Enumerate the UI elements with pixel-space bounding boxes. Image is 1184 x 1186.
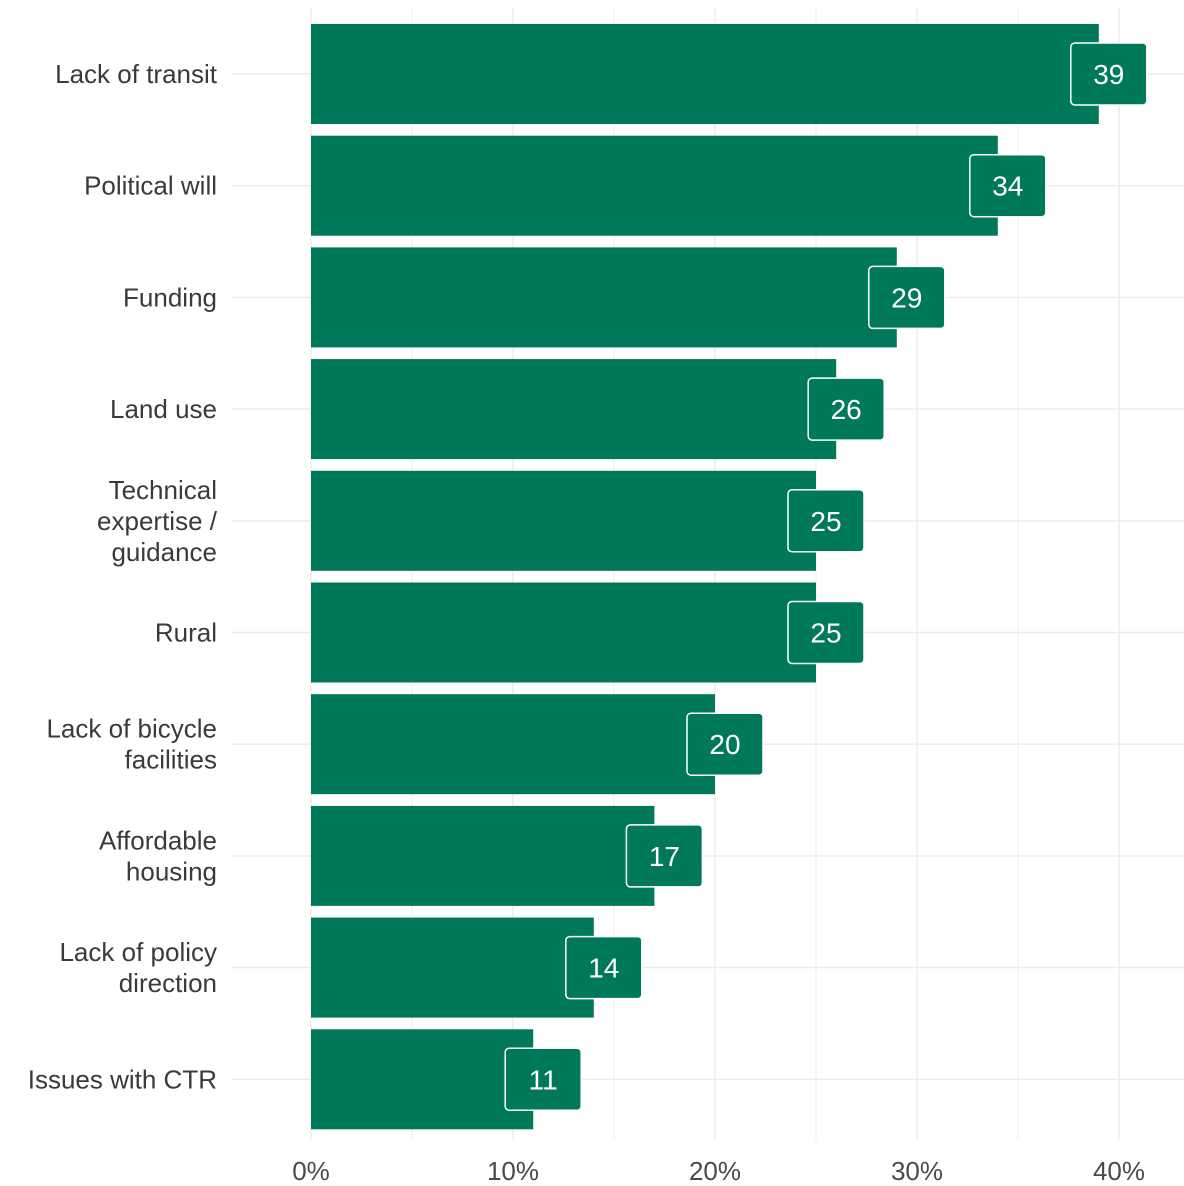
data-label-box [807, 377, 885, 441]
category-label: Lack of policy direction [59, 937, 217, 998]
data-label-box [625, 824, 704, 888]
data-label-box [686, 712, 764, 776]
x-axis-tick-labels: 0% 10% 20% 30% 40% [292, 1156, 1145, 1186]
data-label: 14 [588, 953, 619, 984]
category-label: Land use [110, 394, 217, 424]
x-tick-label: 10% [487, 1156, 539, 1186]
bar [311, 582, 816, 683]
bar [311, 470, 816, 571]
x-tick-label: 20% [689, 1156, 741, 1186]
bar [311, 24, 1099, 124]
category-label: Rural [155, 618, 217, 648]
bars [311, 24, 1099, 1130]
data-label: 20 [709, 729, 740, 760]
bar [311, 247, 897, 348]
data-label: 17 [649, 841, 680, 872]
x-tick-label: 0% [292, 1156, 330, 1186]
category-label: Lack of bicycle facilities [46, 714, 217, 775]
data-label-box [868, 265, 946, 330]
data-label-box [787, 489, 865, 553]
bar [311, 917, 594, 1018]
data-label: 29 [891, 282, 922, 313]
category-label: Technical expertise / guidance [97, 475, 218, 567]
data-label-box [787, 600, 865, 665]
data-label-box [969, 153, 1047, 218]
category-label: Issues with CTR [28, 1064, 217, 1094]
data-label: 25 [810, 506, 841, 537]
category-label: Lack of transit [55, 59, 218, 89]
bar [311, 694, 715, 795]
data-labels: 39 34 29 26 25 25 20 17 14 11 [504, 42, 1148, 1112]
data-label-box [504, 1047, 582, 1112]
data-label: 34 [992, 171, 1023, 202]
data-label-box [1070, 42, 1148, 106]
data-label: 25 [810, 618, 841, 649]
category-label: Affordable housing [99, 825, 217, 886]
category-label: Funding [123, 282, 217, 312]
category-label: Political will [84, 171, 217, 201]
data-label: 39 [1093, 59, 1124, 90]
data-label: 11 [529, 1064, 558, 1095]
data-label-box [565, 935, 643, 1000]
bar [311, 135, 998, 236]
x-tick-label: 30% [891, 1156, 943, 1186]
bar [311, 805, 655, 906]
x-tick-label: 40% [1093, 1156, 1145, 1186]
bar [311, 359, 837, 460]
category-labels: Lack of transit Political will Funding Land… [28, 59, 218, 1094]
bar [311, 1029, 534, 1130]
data-label: 26 [831, 394, 862, 425]
